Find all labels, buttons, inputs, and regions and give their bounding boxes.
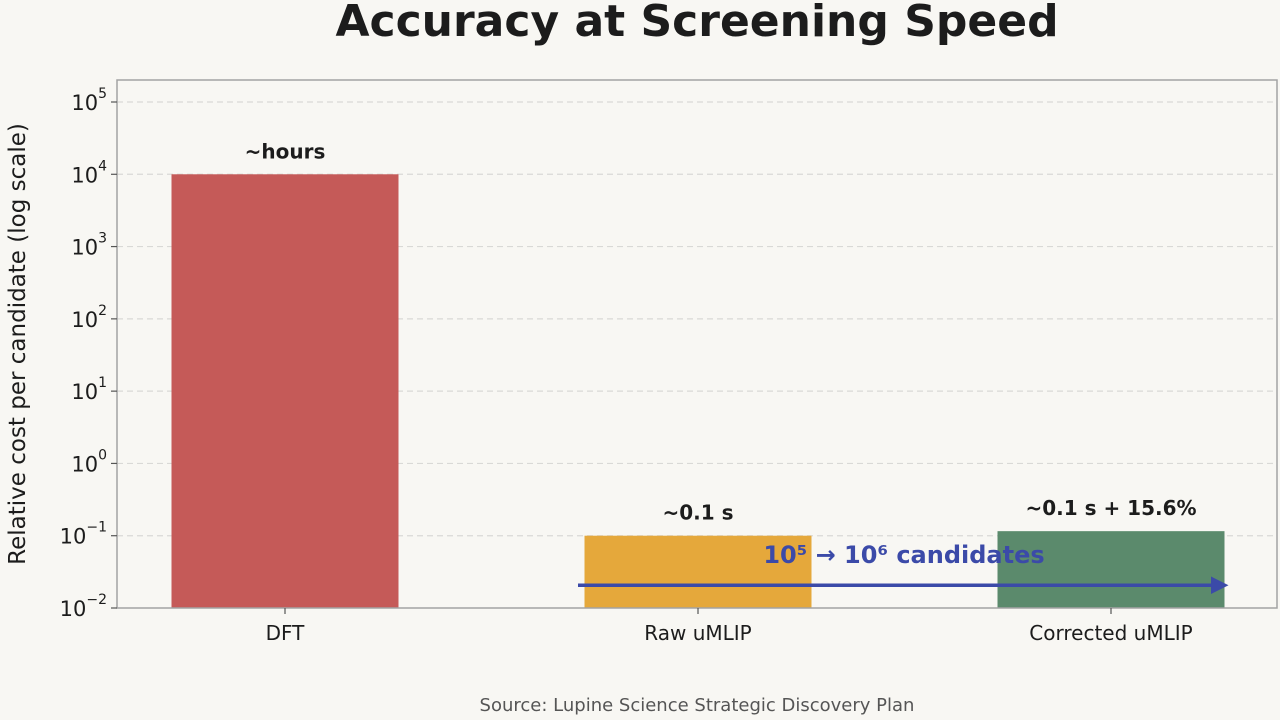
bar-corrected-umlip	[997, 531, 1225, 608]
chart-title: Accuracy at Screening Speed	[335, 0, 1058, 47]
y-tick-label: 103	[71, 231, 107, 260]
data-label: ~0.1 s + 15.6%	[1025, 496, 1196, 520]
data-labels: ~hours ~0.1 s ~0.1 s + 15.6%	[245, 139, 1197, 524]
y-tick-label: 10−1	[60, 520, 107, 549]
bar-raw-umlip	[584, 535, 812, 608]
bars-layer	[171, 174, 1225, 609]
plot-frame	[116, 79, 1278, 609]
y-tick-label: 105	[71, 86, 107, 115]
annotation-layer: 10⁵ → 10⁶ candidates	[578, 541, 1229, 594]
data-label: ~hours	[245, 139, 326, 163]
annotation-text: 10⁵ → 10⁶ candidates	[763, 541, 1044, 569]
y-tick-label: 101	[71, 375, 107, 404]
y-tick-label: 104	[71, 158, 107, 187]
y-tick-label: 10−2	[60, 592, 107, 621]
data-label: ~0.1 s	[662, 501, 733, 525]
y-axis-label: Relative cost per candidate (log scale)	[5, 123, 31, 565]
y-tick-label: 102	[71, 303, 107, 332]
source-note: Source: Lupine Science Strategic Discove…	[480, 695, 915, 716]
bar-dft	[171, 174, 399, 609]
x-tick-label: Raw uMLIP	[644, 621, 751, 645]
x-tick-label: DFT	[266, 621, 306, 645]
y-ticks: 10−2 10−1 100 101 102 103 104 105	[60, 86, 117, 621]
x-tick-label: Corrected uMLIP	[1029, 621, 1192, 645]
x-ticks: DFT Raw uMLIP Corrected uMLIP	[266, 608, 1193, 645]
y-tick-label: 100	[71, 447, 107, 476]
